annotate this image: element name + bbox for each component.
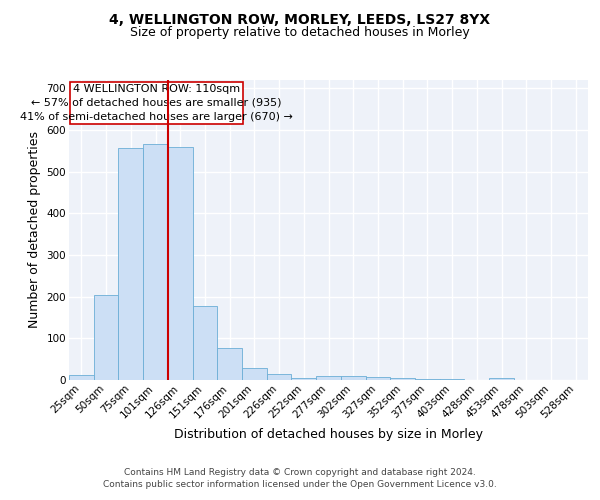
Bar [193, 306, 217, 380]
Text: 4, WELLINGTON ROW, MORLEY, LEEDS, LS27 8YX: 4, WELLINGTON ROW, MORLEY, LEEDS, LS27 8… [109, 12, 491, 26]
Bar [69, 375, 94, 380]
Bar [292, 378, 316, 380]
Text: Size of property relative to detached houses in Morley: Size of property relative to detached ho… [130, 26, 470, 39]
Bar [143, 144, 168, 380]
Bar [365, 376, 390, 380]
Bar [168, 146, 193, 380]
Bar [217, 348, 242, 380]
Bar [390, 378, 415, 380]
Bar [94, 295, 118, 380]
Bar [316, 376, 341, 380]
Bar [440, 379, 464, 380]
Bar [118, 148, 143, 380]
Bar [415, 379, 440, 380]
Bar [489, 378, 514, 380]
FancyBboxPatch shape [70, 82, 243, 124]
Bar [242, 368, 267, 380]
Bar [267, 374, 292, 380]
Text: 4 WELLINGTON ROW: 110sqm
← 57% of detached houses are smaller (935)
41% of semi-: 4 WELLINGTON ROW: 110sqm ← 57% of detach… [20, 84, 293, 122]
Bar [341, 376, 365, 380]
Text: Contains HM Land Registry data © Crown copyright and database right 2024.
Contai: Contains HM Land Registry data © Crown c… [103, 468, 497, 489]
X-axis label: Distribution of detached houses by size in Morley: Distribution of detached houses by size … [174, 428, 483, 441]
Y-axis label: Number of detached properties: Number of detached properties [28, 132, 41, 328]
